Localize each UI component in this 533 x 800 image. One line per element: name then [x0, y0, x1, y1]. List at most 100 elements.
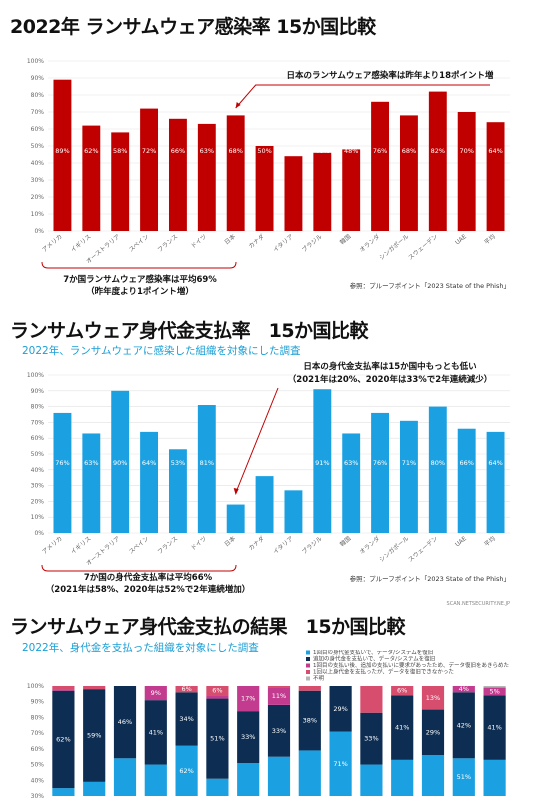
- data-label: 62%: [179, 767, 193, 775]
- data-label: 70%: [459, 147, 473, 155]
- x-tick-label: スペイン: [128, 535, 151, 556]
- chart3-subtitle: 2022年、身代金を支払った組織を対象にした調査: [22, 642, 259, 654]
- stacked-bar-segment: [421, 709, 445, 756]
- annotation-arrow: [235, 84, 490, 109]
- chart3-title: ランサムウェア身代金支払の結果 15か国比較: [10, 616, 406, 638]
- y-tick-label: 0%: [34, 530, 44, 537]
- bar: [342, 433, 361, 533]
- data-label: 46%: [118, 718, 132, 726]
- y-tick-label: 20%: [31, 498, 45, 505]
- stacked-bar-segment: [267, 704, 291, 757]
- y-tick-label: 70%: [31, 730, 45, 737]
- stacked-bar-segment: [452, 758, 475, 796]
- stacked-bar-segment: [83, 686, 106, 690]
- data-label: 71%: [402, 459, 416, 467]
- stacked-bar-segment: [360, 712, 383, 765]
- x-tick-label: イタリア: [271, 232, 294, 253]
- stacked-bar-segment: [144, 764, 167, 796]
- x-tick-label: アメリカ: [41, 233, 64, 254]
- data-label: 5%: [489, 688, 499, 696]
- stacked-bar-segment: [144, 686, 167, 701]
- x-tick-label: オランダ: [358, 232, 382, 254]
- stacked-bar-segment: [391, 686, 414, 696]
- stacked-bar-segment: [298, 686, 321, 691]
- stacked-bar-segment: [175, 692, 198, 746]
- stacked-bar-segment: [360, 686, 383, 713]
- chart2-subtitle: 2022年、ランサムウェアに感染した組織を対象にした調査: [22, 345, 301, 357]
- data-label: 11%: [272, 692, 286, 700]
- data-label: 63%: [84, 459, 98, 467]
- y-tick-label: 90%: [31, 75, 45, 82]
- data-label: 46%: [315, 147, 329, 155]
- bar: [457, 428, 476, 533]
- stacked-bar-segment: [206, 698, 229, 779]
- y-tick-label: 0%: [34, 228, 44, 235]
- stacked-bar-segment: [391, 695, 414, 760]
- legend-swatch: [306, 663, 310, 668]
- chart2-svg: 0% 10% 20% 30% 40% 50% 60% 70% 80% 90% 100% 76% アメリカ…: [27, 361, 510, 607]
- data-label: 62%: [56, 735, 70, 743]
- x-tick-label: UAE: [454, 535, 468, 548]
- data-label: 34%: [179, 715, 193, 723]
- x-tick-label: 平均: [483, 534, 497, 548]
- data-label: 42%: [457, 721, 471, 729]
- chart1-title: 2022年 ランサムウェア感染率 15か国比較: [10, 16, 376, 38]
- x-tick-label: ブラジル: [300, 232, 323, 253]
- chart2-note-line2: （2021年は58%、2020年は52%で2年連続増加）: [46, 584, 250, 595]
- stacked-bar-segment: [421, 686, 445, 710]
- data-label: 58%: [113, 147, 127, 155]
- stacked-bar-segment: [83, 781, 106, 796]
- data-label: 63%: [200, 147, 214, 155]
- data-label: 62%: [84, 147, 98, 155]
- bar: [371, 412, 390, 533]
- bar: [486, 122, 505, 231]
- x-tick-label: ドイツ: [190, 233, 208, 250]
- stacked-bar-segment: [206, 778, 229, 796]
- data-label: 13%: [426, 694, 440, 702]
- y-tick-label: 50%: [31, 143, 45, 150]
- data-label: 41%: [487, 724, 501, 732]
- y-tick-label: 90%: [31, 388, 45, 395]
- x-tick-label: イギリス: [70, 233, 93, 254]
- data-label: 29%: [426, 728, 440, 736]
- bar: [140, 108, 159, 231]
- bar: [284, 490, 303, 533]
- y-tick-label: 30%: [31, 177, 45, 184]
- stacked-bar-segment: [175, 745, 198, 796]
- y-tick-label: 80%: [31, 714, 45, 721]
- data-label: 64%: [142, 459, 156, 467]
- y-tick-label: 40%: [31, 160, 45, 167]
- x-tick-label: ブラジル: [300, 534, 323, 555]
- data-label: 27%: [286, 459, 300, 467]
- legend-swatch: [306, 650, 310, 655]
- stacked-bar-segment: [483, 759, 506, 796]
- stacked-bar-segment: [391, 759, 414, 796]
- y-tick-label: 70%: [31, 109, 45, 116]
- data-label: 90%: [113, 459, 127, 467]
- stacked-bar-segment: [483, 686, 506, 688]
- x-tick-label: 平均: [483, 232, 497, 246]
- legend-swatch: [306, 670, 310, 674]
- annotation-arrow: [235, 387, 279, 494]
- legend-entry: 不明: [313, 675, 325, 682]
- stacked-bar-segment: [298, 750, 321, 796]
- stacked-bar-segment: [144, 700, 167, 765]
- data-label: 33%: [241, 733, 255, 741]
- stacked-bar-segment: [206, 695, 229, 699]
- chart1-note-line2: （昨年度より1ポイント増）: [86, 286, 194, 297]
- stacked-bar-segment: [483, 695, 506, 760]
- bar: [168, 118, 187, 231]
- x-tick-label: UAE: [454, 233, 468, 246]
- y-tick-label: 100%: [27, 683, 44, 690]
- x-tick-label: 日本: [223, 534, 237, 548]
- stacked-bar-segment: [83, 689, 106, 782]
- bar: [486, 431, 505, 533]
- y-tick-label: 10%: [31, 211, 45, 218]
- stacked-bar-segment: [360, 764, 383, 796]
- annotation-arrowhead: [235, 102, 241, 108]
- stacked-bar-segment: [267, 687, 291, 705]
- stacked-bar-segment: [175, 686, 198, 693]
- y-tick-label: 50%: [31, 451, 45, 458]
- y-tick-label: 40%: [31, 467, 45, 474]
- data-label: 53%: [171, 459, 185, 467]
